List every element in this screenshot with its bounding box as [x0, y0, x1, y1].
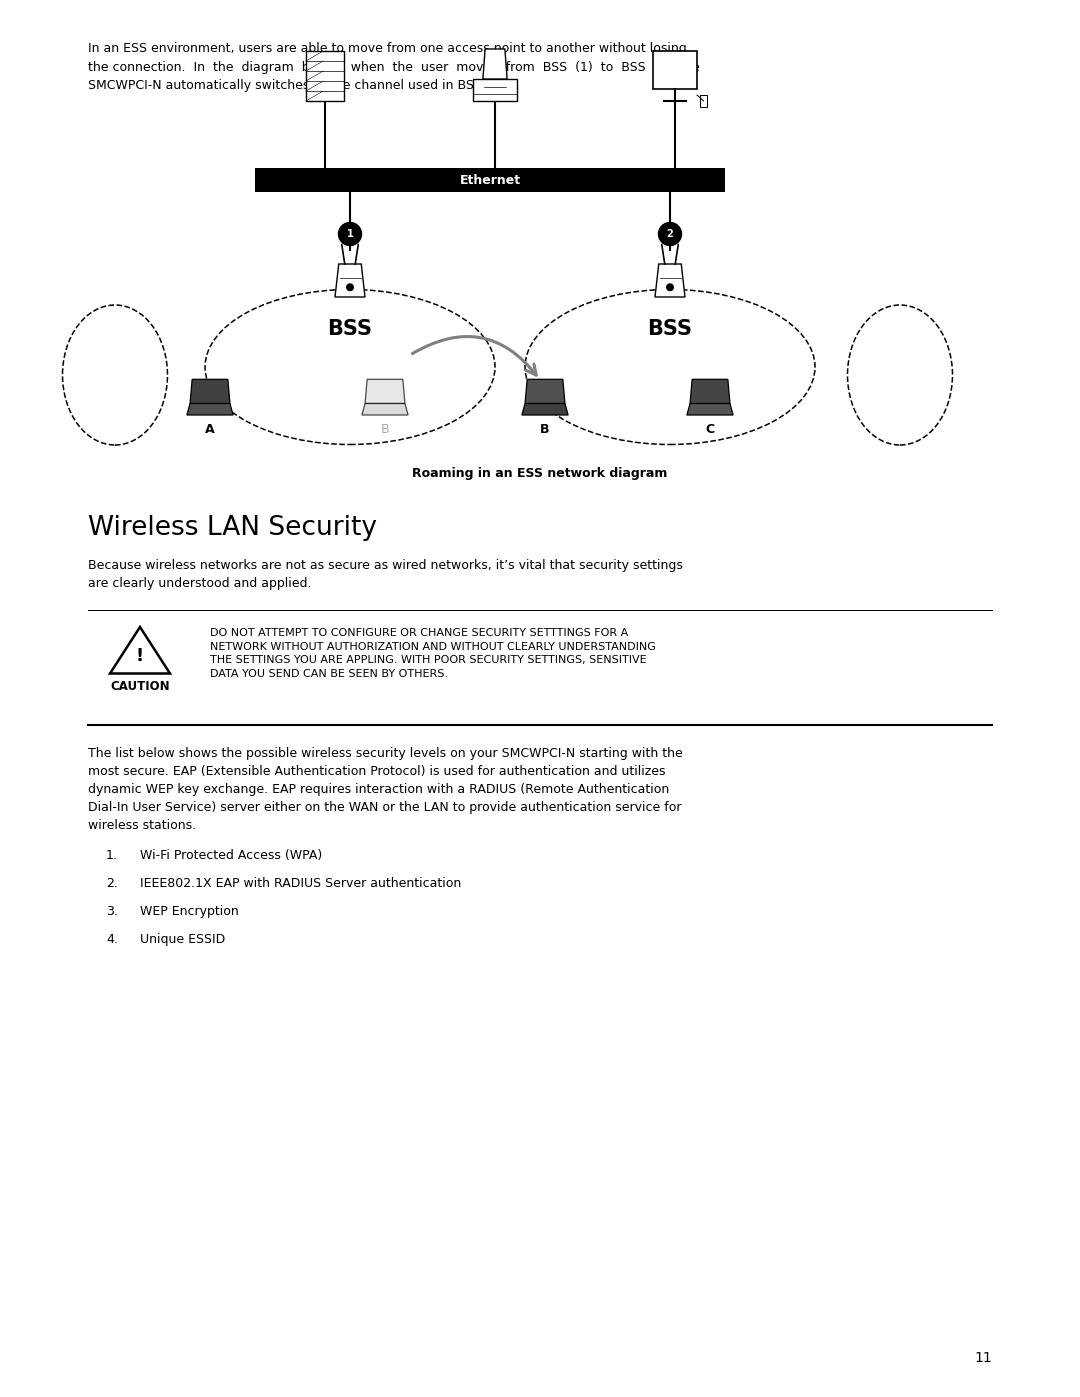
Text: The list below shows the possible wireless security levels on your SMCWPCI-N sta: The list below shows the possible wirele…	[87, 747, 683, 833]
Polygon shape	[365, 380, 405, 404]
Polygon shape	[654, 264, 685, 298]
Text: BSS: BSS	[327, 319, 373, 339]
Polygon shape	[525, 380, 565, 404]
Text: In an ESS environment, users are able to move from one access point to another w: In an ESS environment, users are able to…	[87, 42, 700, 92]
Text: Wireless LAN Security: Wireless LAN Security	[87, 515, 377, 541]
Polygon shape	[110, 627, 170, 673]
Text: IEEE802.1X EAP with RADIUS Server authentication: IEEE802.1X EAP with RADIUS Server authen…	[140, 877, 461, 890]
Circle shape	[338, 222, 362, 246]
Text: 1: 1	[347, 229, 353, 239]
Text: Ethernet: Ethernet	[459, 173, 521, 187]
Polygon shape	[187, 404, 233, 415]
Text: Wi-Fi Protected Access (WPA): Wi-Fi Protected Access (WPA)	[140, 849, 322, 862]
Text: B: B	[380, 423, 389, 436]
Text: 11: 11	[974, 1351, 993, 1365]
Polygon shape	[522, 404, 568, 415]
Text: !: !	[136, 647, 144, 665]
Polygon shape	[473, 80, 517, 101]
Text: Roaming in an ESS network diagram: Roaming in an ESS network diagram	[413, 467, 667, 481]
Polygon shape	[690, 380, 730, 404]
Circle shape	[659, 222, 681, 246]
Text: 2: 2	[666, 229, 673, 239]
Text: 3.: 3.	[106, 905, 118, 918]
Text: WEP Encryption: WEP Encryption	[140, 905, 239, 918]
Text: 1.: 1.	[106, 849, 118, 862]
Text: Because wireless networks are not as secure as wired networks, it’s vital that s: Because wireless networks are not as sec…	[87, 559, 683, 590]
Text: 4.: 4.	[106, 933, 118, 946]
FancyBboxPatch shape	[255, 168, 725, 191]
Text: C: C	[705, 423, 715, 436]
Polygon shape	[687, 404, 733, 415]
Polygon shape	[700, 95, 707, 108]
Text: DO NOT ATTEMPT TO CONFIGURE OR CHANGE SECURITY SETTTINGS FOR A
NETWORK WITHOUT A: DO NOT ATTEMPT TO CONFIGURE OR CHANGE SE…	[210, 629, 656, 679]
Text: B: B	[540, 423, 550, 436]
Text: 2.: 2.	[106, 877, 118, 890]
Text: Unique ESSID: Unique ESSID	[140, 933, 226, 946]
Polygon shape	[483, 49, 508, 80]
Text: A: A	[205, 423, 215, 436]
Polygon shape	[653, 52, 697, 89]
Polygon shape	[362, 404, 408, 415]
Polygon shape	[335, 264, 365, 298]
Circle shape	[666, 284, 673, 291]
Text: BSS: BSS	[648, 319, 692, 339]
Circle shape	[347, 284, 353, 291]
Text: CAUTION: CAUTION	[110, 679, 170, 693]
Polygon shape	[190, 380, 230, 404]
Polygon shape	[306, 52, 345, 101]
